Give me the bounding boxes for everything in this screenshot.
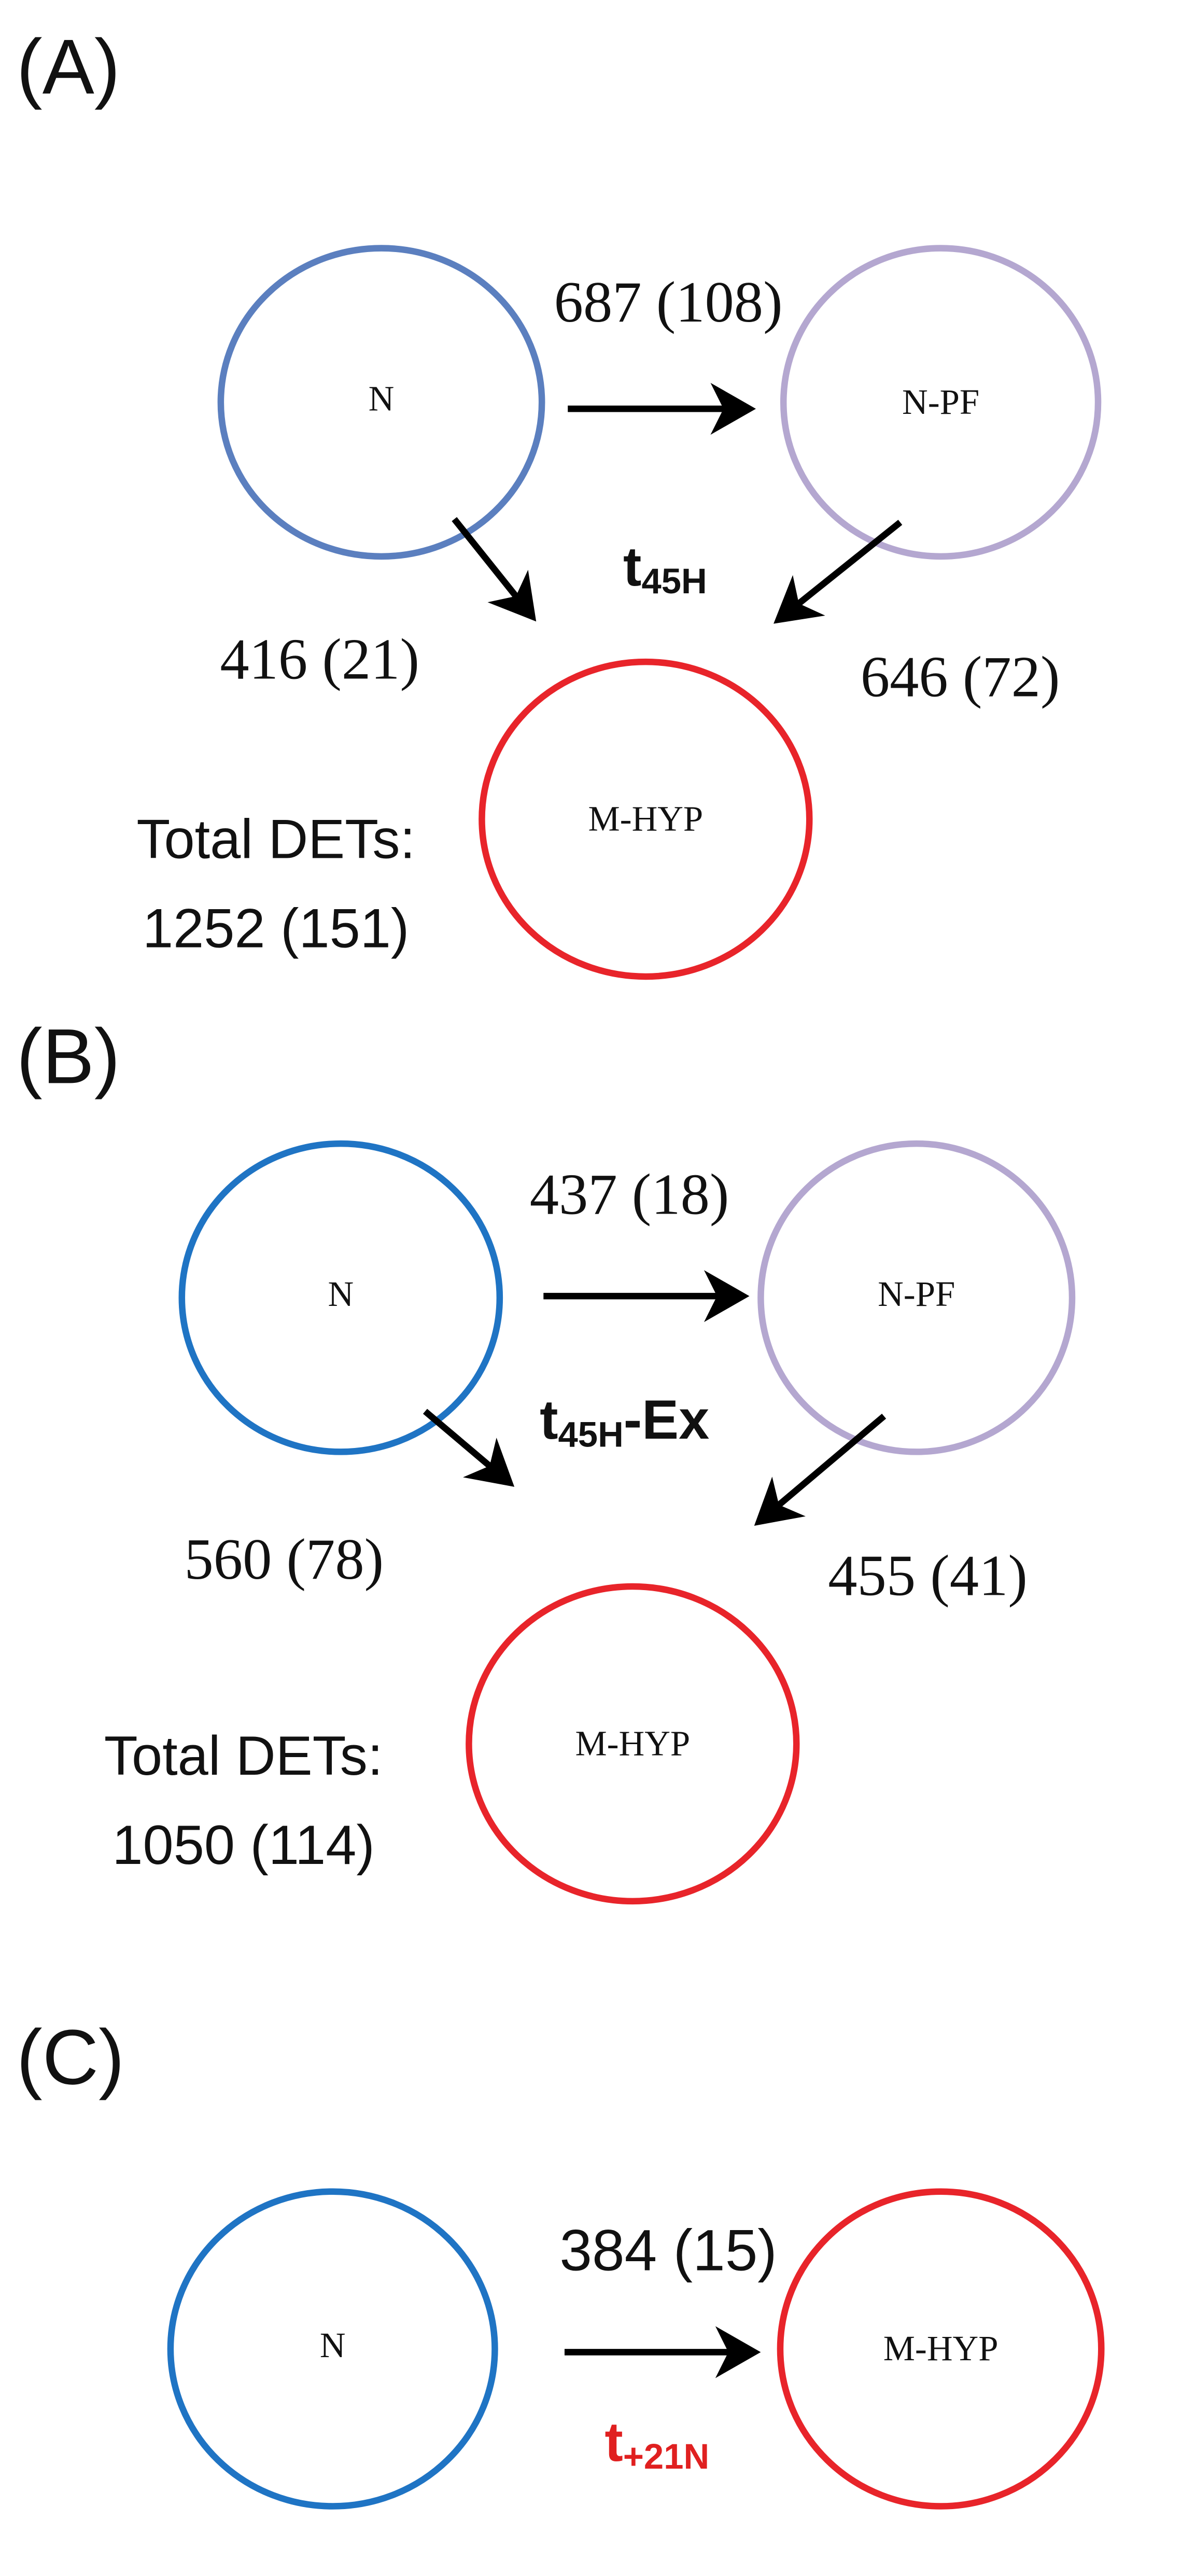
total-label: Total DETs: [136,809,415,870]
node-label: N [369,379,395,418]
arrow [774,520,903,624]
condition-base: t [604,2411,623,2473]
condition-label: t45H [623,536,707,601]
node-label: M-HYP [575,1723,690,1763]
node [757,1140,1076,1455]
edge-label: 455 (41) [828,1543,1028,1608]
total-value: 1252 (151) [143,898,409,959]
panel-label: (A) [17,23,120,110]
node [167,2188,498,2510]
condition-label: t+21N [604,2411,709,2476]
edge-label: 560 (78) [185,1527,384,1592]
edge-label: 687 (108) [554,270,783,335]
edge-label: 646 (72) [861,645,1060,709]
condition-suffix: -Ex [624,1389,709,1451]
node [178,1140,503,1455]
node-label: N-PF [878,1274,955,1314]
condition-base: t [540,1389,558,1451]
arrow [754,1413,887,1526]
condition-sub: 45H [641,561,707,601]
edge-label: 384 (15) [559,2217,777,2282]
node [479,658,813,980]
node-label: M-HYP [588,799,703,839]
node [466,1583,800,1905]
total-value: 1050 (114) [112,1814,374,1876]
node [777,2188,1105,2510]
arrow [423,1409,515,1487]
arrow [452,517,537,622]
panel-label: (C) [17,2013,124,2100]
node-label: N [320,2326,346,2365]
condition-label: t45H-Ex [540,1389,709,1454]
node-label: N-PF [902,382,979,422]
condition-base: t [623,536,641,597]
node [217,245,545,560]
edge-label: 416 (21) [220,627,419,691]
condition-sub: 45H [558,1414,624,1454]
node-label: N [328,1274,354,1314]
node-label: M-HYP [883,2329,999,2368]
condition-sub: +21N [623,2436,709,2476]
total-label: Total DETs: [104,1725,383,1787]
edge-label: 437 (18) [530,1162,729,1227]
panel-label: (B) [17,1012,120,1099]
node [780,245,1102,560]
